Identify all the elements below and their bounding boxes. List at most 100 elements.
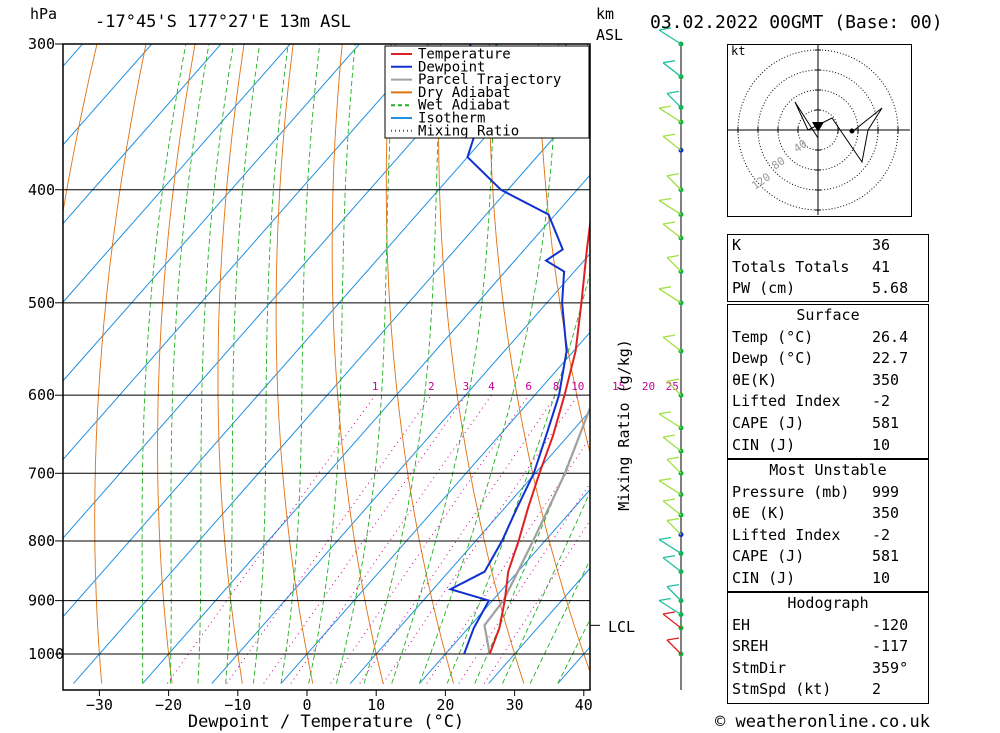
hodograph-ring-label: 80 bbox=[769, 154, 787, 172]
temperature-tick-label: 0 bbox=[302, 696, 311, 714]
mu-value: 10 bbox=[872, 568, 891, 587]
isotherm-line bbox=[63, 44, 361, 382]
isotherm-line bbox=[63, 44, 84, 68]
pressure-tick-label: 500 bbox=[28, 294, 55, 312]
mixing-ratio-line bbox=[226, 394, 432, 684]
wet-adiabat-line bbox=[169, 44, 210, 684]
wind-barb bbox=[658, 413, 682, 429]
wind-barb-flag bbox=[658, 105, 672, 109]
mixing-ratio-label: 6 bbox=[525, 380, 532, 393]
hodo-value: -120 bbox=[872, 615, 909, 634]
legend-label: Temperature bbox=[418, 47, 511, 63]
wind-barb bbox=[666, 257, 682, 272]
indices-table-top: K 36 Totals Totals 41 PW (cm) 5.68 bbox=[728, 235, 928, 300]
pressure-tick-label: 900 bbox=[28, 592, 55, 610]
pressure-tick-label: 600 bbox=[28, 386, 55, 404]
wind-barb-flag bbox=[666, 583, 680, 588]
wind-barb-flag bbox=[666, 90, 680, 95]
wind-barb bbox=[662, 500, 682, 516]
wet-adiabat-line bbox=[280, 44, 321, 684]
mu-label: CAPE (J) bbox=[732, 547, 805, 566]
mu-value: -2 bbox=[872, 525, 891, 544]
wind-barb bbox=[658, 538, 682, 555]
dry-adiabat-line bbox=[275, 44, 314, 684]
wind-barb bbox=[662, 223, 682, 239]
mixing-ratio-label: 3 bbox=[463, 380, 470, 393]
wind-barb bbox=[658, 107, 682, 123]
wind-barb-flag bbox=[662, 334, 676, 338]
wind-barb-flag bbox=[666, 173, 680, 177]
index-label: Totals Totals bbox=[732, 257, 850, 276]
mixing-ratio-label: 15 bbox=[612, 380, 625, 393]
wind-barb-flag bbox=[658, 536, 672, 541]
mixing-ratio-line bbox=[483, 519, 590, 684]
isotherm-line bbox=[211, 253, 590, 684]
index-value: 5.68 bbox=[872, 279, 909, 298]
wet-adiabat-line bbox=[418, 44, 559, 684]
legend-label: Mixing Ratio bbox=[418, 123, 519, 139]
mixing-ratio-label: 10 bbox=[571, 380, 584, 393]
temperature-tick-label: 10 bbox=[367, 696, 385, 714]
hodo-label: SREH bbox=[732, 637, 769, 656]
legend-box bbox=[384, 45, 590, 139]
isotherm-line bbox=[63, 44, 291, 303]
pressure-tick-label: 700 bbox=[28, 464, 55, 482]
mixing-ratio-axis-label: Mixing Ratio (g/kg) bbox=[615, 339, 633, 511]
wind-barb-flag bbox=[662, 434, 676, 438]
hodograph-end-dot bbox=[849, 128, 855, 134]
hodograph-unit: kt bbox=[731, 44, 746, 58]
hodo-label: StmSpd (kt) bbox=[732, 680, 832, 699]
plot-frame bbox=[62, 43, 591, 691]
hodograph-table: Hodograph EH -120 SREH -117 StmDir 359° Stm… bbox=[728, 593, 928, 701]
wind-barb-flag bbox=[662, 555, 676, 559]
legend-label: Isotherm bbox=[418, 111, 485, 127]
wind-barb bbox=[666, 520, 682, 536]
surface-value: 581 bbox=[872, 413, 900, 432]
legend-label: Wet Adiabat bbox=[418, 98, 511, 114]
pressure-unit-label: hPa bbox=[30, 5, 57, 23]
indices-box-surface bbox=[727, 304, 929, 459]
isotherm-line bbox=[142, 174, 590, 684]
wind-barb bbox=[662, 62, 682, 78]
surface-label: Lifted Index bbox=[732, 392, 841, 411]
mixing-ratio-line bbox=[426, 436, 590, 684]
wet-adiabat-line bbox=[197, 44, 234, 684]
wet-adiabat-line bbox=[308, 44, 356, 684]
surface-value: 350 bbox=[872, 370, 900, 389]
isotherm-line bbox=[419, 488, 590, 684]
wind-barb-flag bbox=[658, 477, 672, 482]
wind-barb bbox=[662, 613, 682, 629]
mixing-ratio-line bbox=[166, 394, 376, 684]
wind-barb-flag bbox=[662, 611, 676, 615]
surface-value: 10 bbox=[872, 435, 891, 454]
hodo-value: 2 bbox=[872, 680, 882, 699]
wind-barb-flag bbox=[658, 197, 672, 202]
wet-adiabat-line bbox=[225, 44, 261, 684]
hodo-value: 359° bbox=[872, 658, 909, 677]
temperature-tick-label: 30 bbox=[506, 696, 524, 714]
wind-barb bbox=[666, 458, 682, 474]
wind-barb bbox=[658, 480, 682, 496]
mixing-ratio-line bbox=[330, 394, 530, 684]
indices-box-1 bbox=[727, 234, 929, 302]
parcel-trajectory-line bbox=[483, 405, 590, 655]
surface-label: CIN (J) bbox=[732, 435, 796, 454]
wet-adiabat-line bbox=[252, 44, 289, 684]
temperature-tick-label: −20 bbox=[155, 696, 182, 714]
x-axis-label: Dewpoint / Temperature (°C) bbox=[188, 712, 464, 732]
wind-barb bbox=[658, 199, 682, 216]
dry-adiabat-line bbox=[63, 44, 98, 215]
datetime-title: 03.02.2022 00GMT (Base: 00) bbox=[650, 12, 943, 33]
mu-label: CIN (J) bbox=[732, 568, 796, 587]
index-value: 36 bbox=[872, 236, 891, 254]
wet-adiabat-line bbox=[529, 558, 590, 684]
wind-barb bbox=[666, 92, 682, 108]
dewpoint-line bbox=[447, 44, 568, 655]
dry-adiabat-line bbox=[958, 0, 1000, 684]
legend-label: Dry Adiabat bbox=[418, 85, 511, 101]
surface-value: 22.7 bbox=[872, 349, 909, 368]
isotherm-line bbox=[349, 410, 590, 684]
location-title: -17°45'S 177°27'E 13m ASL bbox=[95, 12, 351, 32]
temperature-tick-label: −30 bbox=[86, 696, 113, 714]
